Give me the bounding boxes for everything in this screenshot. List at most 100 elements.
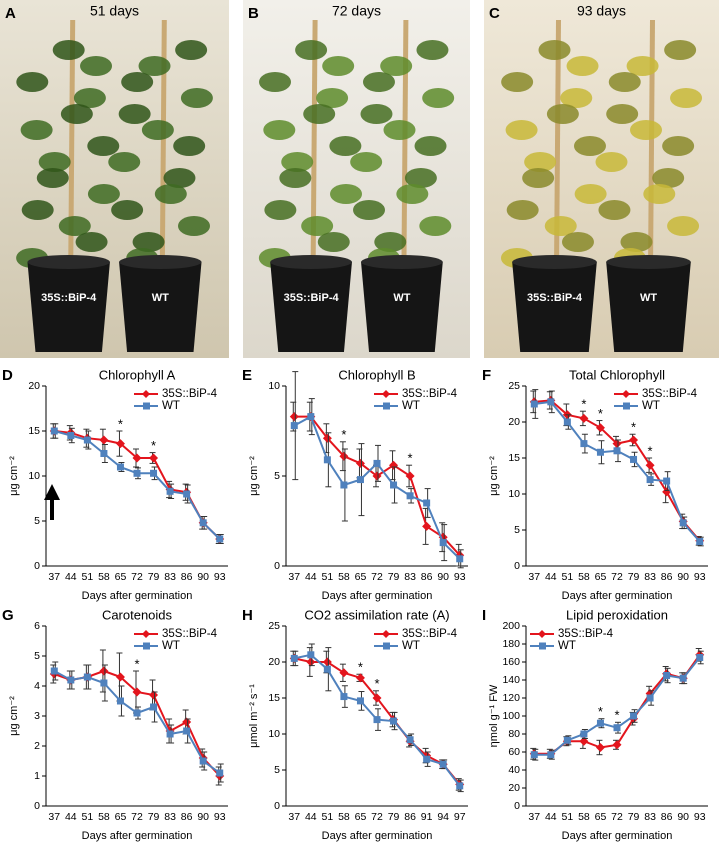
foliage: [58, 216, 91, 236]
marker: [372, 471, 382, 481]
legend-label: 35S::BiP-4: [642, 388, 698, 400]
x-tick-label: 79: [628, 811, 640, 823]
significance-mark: *: [598, 704, 603, 719]
marker: [199, 519, 207, 527]
foliage: [163, 168, 196, 188]
marker: [696, 538, 704, 546]
marker: [596, 719, 604, 727]
series-line: [53, 670, 221, 774]
foliage: [132, 232, 165, 252]
marker: [133, 469, 141, 477]
x-tick-label: 65: [355, 811, 367, 823]
marker: [340, 693, 348, 701]
marker: [372, 693, 382, 703]
marker: [99, 666, 109, 676]
x-tick-label: 93: [694, 811, 706, 823]
marker: [355, 458, 365, 468]
x-tick-label: 58: [98, 811, 110, 823]
y-tick-label: 40: [508, 764, 520, 776]
foliage: [606, 104, 639, 124]
marker: [322, 433, 332, 443]
marker: [83, 673, 91, 681]
x-tick-label: 93: [454, 571, 466, 583]
chart: H CO2 assimilation rate (A) Days after ger…: [242, 607, 468, 842]
x-tick-label: 86: [661, 571, 673, 583]
pot-rim: [270, 255, 352, 269]
pot-label: WT: [393, 292, 410, 304]
x-tick-label: 58: [338, 811, 350, 823]
chart-title: Chlorophyll B: [338, 367, 415, 382]
panel-letter: D: [2, 367, 13, 384]
chart-title: CO2 assimilation rate (A): [304, 607, 449, 622]
foliage: [422, 88, 455, 108]
foliage: [36, 168, 69, 188]
legend-label: 35S::BiP-4: [162, 388, 218, 400]
marker: [456, 555, 464, 563]
y-tick-label: 140: [502, 674, 520, 686]
x-tick-label: 90: [197, 571, 209, 583]
foliage: [154, 184, 187, 204]
marker: [645, 460, 655, 470]
x-tick-label: 72: [131, 811, 143, 823]
marker: [166, 730, 174, 738]
x-tick-label: 94: [437, 811, 449, 823]
legend-label: WT: [642, 400, 660, 412]
marker: [439, 539, 447, 547]
y-tick-label: 20: [268, 656, 280, 668]
foliage: [670, 88, 703, 108]
x-tick-label: 44: [65, 811, 77, 823]
legend-marker: [142, 630, 150, 638]
foliage: [414, 136, 447, 156]
y-tick-label: 10: [268, 380, 280, 392]
pot-label: 35S::BiP-4: [527, 292, 583, 304]
photo-caption: 51 days: [90, 3, 139, 19]
foliage: [21, 200, 54, 220]
marker: [100, 679, 108, 687]
significance-mark: *: [614, 708, 619, 723]
series-line: [53, 669, 221, 777]
foliage: [264, 200, 297, 220]
y-tick-label: 0: [34, 560, 40, 572]
marker: [116, 463, 124, 471]
chart: E Chlorophyll B Days after germination μg c…: [242, 367, 468, 602]
x-tick-label: 51: [562, 811, 574, 823]
marker: [290, 654, 298, 662]
marker: [355, 673, 365, 683]
x-tick-label: 37: [288, 811, 300, 823]
x-tick-label: 79: [148, 571, 160, 583]
y-tick-label: 4: [34, 680, 40, 692]
marker: [116, 697, 124, 705]
marker: [115, 439, 125, 449]
y-tick-label: 10: [268, 728, 280, 740]
marker: [115, 672, 125, 682]
marker: [83, 436, 91, 444]
x-tick-label: 90: [677, 811, 689, 823]
marker: [423, 499, 431, 507]
foliage: [560, 88, 593, 108]
legend-marker: [538, 630, 546, 638]
foliage: [317, 232, 350, 252]
pot-label: WT: [152, 292, 169, 304]
foliage: [652, 168, 685, 188]
marker: [132, 453, 142, 463]
legend-marker: [382, 390, 390, 398]
x-tick-label: 51: [562, 571, 574, 583]
chart-title: Chlorophyll A: [99, 367, 176, 382]
marker: [289, 412, 299, 422]
legend-marker: [383, 402, 390, 410]
legend-marker: [383, 642, 390, 650]
marker: [199, 757, 207, 765]
marker: [322, 657, 332, 667]
series-line: [54, 430, 221, 540]
legend-marker: [623, 402, 630, 410]
marker: [339, 451, 349, 461]
x-tick-label: 83: [164, 811, 176, 823]
significance-mark: *: [151, 438, 156, 453]
foliage: [75, 232, 108, 252]
x-tick-label: 51: [82, 571, 94, 583]
foliage: [374, 232, 407, 252]
marker: [662, 487, 672, 497]
foliage: [362, 72, 395, 92]
marker: [439, 760, 447, 768]
y-axis-label: μg cm⁻²: [8, 696, 20, 736]
